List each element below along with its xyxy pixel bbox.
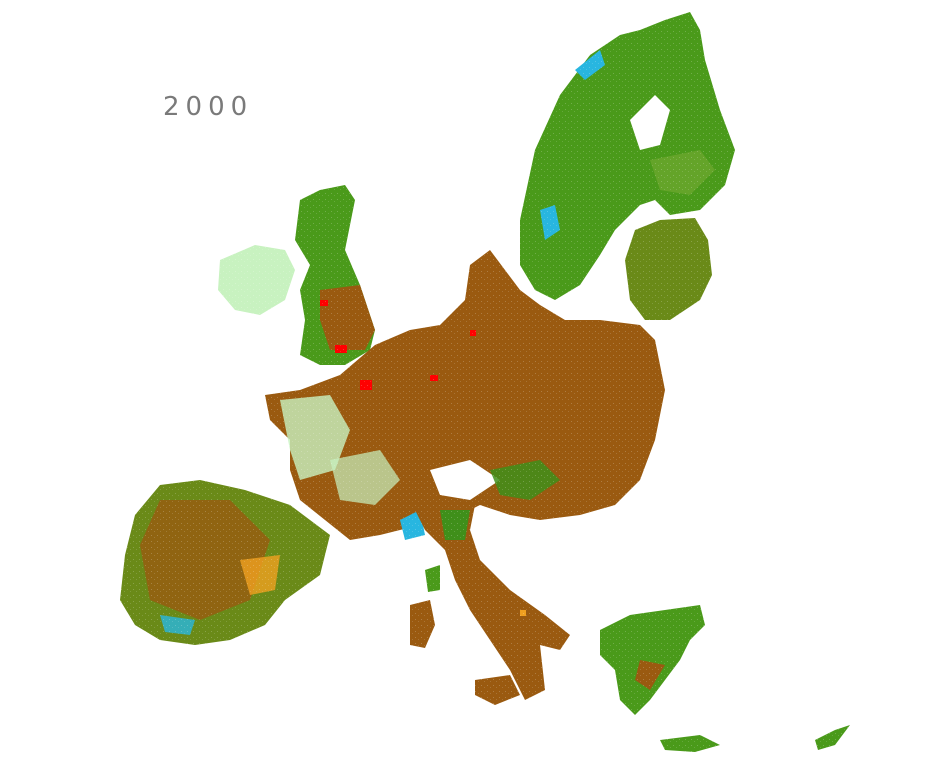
year-label: 2000: [163, 92, 254, 122]
region-italy: [410, 495, 570, 705]
region-iberia: [120, 480, 330, 645]
region-greece: [600, 605, 850, 752]
region-baltics: [625, 218, 712, 320]
region-british-isles: [218, 185, 375, 365]
